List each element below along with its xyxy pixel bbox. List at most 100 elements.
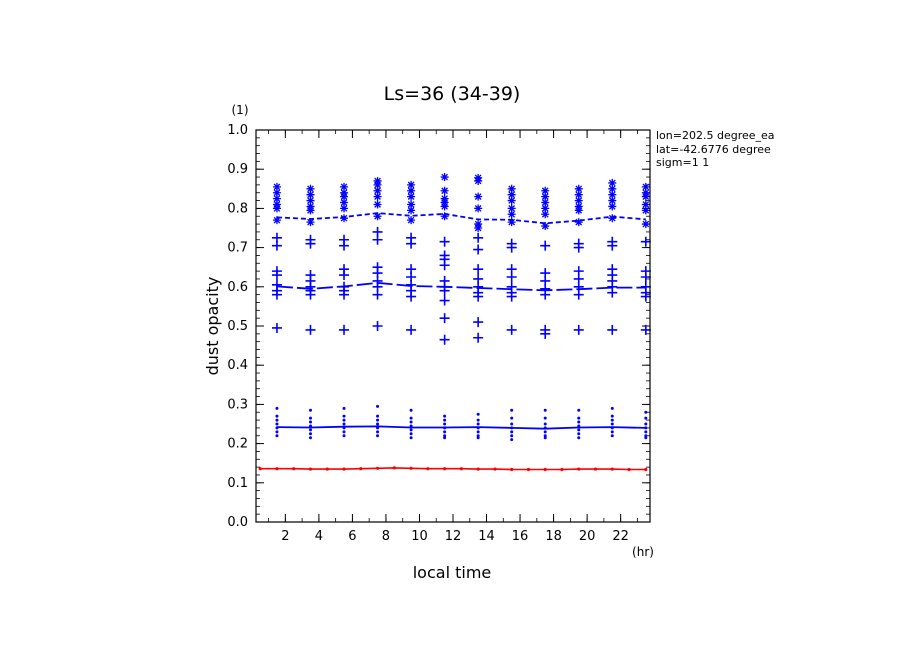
y-tick-label: 0.4 xyxy=(227,358,248,373)
x-tick-label: 14 xyxy=(478,529,495,544)
plus-marker xyxy=(439,313,450,324)
plus-marker xyxy=(271,322,282,333)
dot-marker xyxy=(610,430,614,434)
asterisk-marker xyxy=(407,180,416,189)
asterisk-marker xyxy=(373,212,382,221)
asterisk-marker xyxy=(407,186,416,195)
series-point xyxy=(526,467,531,472)
plus-marker xyxy=(607,324,618,335)
dot-marker xyxy=(409,428,413,432)
asterisk-marker xyxy=(574,190,583,199)
plus-marker xyxy=(506,242,517,253)
dot-marker xyxy=(275,406,279,410)
dot-marker xyxy=(443,430,447,434)
dot-marker xyxy=(342,418,346,422)
dot-marker xyxy=(275,430,279,434)
asterisk-marker xyxy=(608,190,617,199)
series-point xyxy=(443,467,447,471)
dot-marker xyxy=(577,420,581,424)
dot-marker xyxy=(476,418,480,422)
y-axis-label: dust opacity xyxy=(203,277,222,376)
plus-marker xyxy=(339,324,350,335)
plus-marker xyxy=(473,332,484,343)
plus-marker xyxy=(439,334,450,345)
asterisk-marker xyxy=(507,190,516,199)
x-tick-label: 4 xyxy=(315,529,323,544)
asterisk-marker xyxy=(608,196,617,205)
plus-marker xyxy=(339,240,350,251)
asterisk-marker xyxy=(272,204,281,213)
plot-data xyxy=(258,173,651,472)
asterisk-marker xyxy=(272,182,281,191)
asterisk-marker xyxy=(272,194,281,203)
dot-marker xyxy=(275,418,279,422)
asterisk-marker xyxy=(574,206,583,215)
x-tick-label: 12 xyxy=(445,529,462,544)
asterisk-marker xyxy=(440,212,449,221)
x-tick-label: 2 xyxy=(281,529,289,544)
dot-marker xyxy=(510,416,514,420)
x-tick-label: 10 xyxy=(411,529,428,544)
dot-marker xyxy=(644,422,648,426)
asterisk-marker xyxy=(641,192,650,201)
info-sigm: sigm=1 1 xyxy=(656,156,709,169)
y-tick-label: 0.3 xyxy=(227,397,248,412)
asterisk-marker xyxy=(306,218,315,227)
asterisk-marker xyxy=(373,200,382,209)
series-point xyxy=(627,467,631,472)
chart-title: Ls=36 (34-39) xyxy=(384,83,521,105)
asterisk-marker xyxy=(507,184,516,193)
plus-marker xyxy=(339,289,350,300)
plus-marker xyxy=(305,234,316,245)
series-point xyxy=(292,467,296,471)
dot-marker xyxy=(543,436,547,440)
series-point xyxy=(610,467,614,471)
series-line xyxy=(276,281,646,292)
dot-marker xyxy=(308,436,312,440)
asterisk-marker xyxy=(306,190,315,199)
asterisk-marker xyxy=(373,192,382,201)
series-point xyxy=(577,467,581,471)
dot-marker xyxy=(376,434,380,438)
plus-marker xyxy=(640,291,651,302)
series-point xyxy=(476,467,480,471)
dot-marker xyxy=(510,422,514,426)
x-tick-label: 18 xyxy=(545,529,562,544)
plus-marker xyxy=(573,242,584,253)
x-axis-label: local time xyxy=(413,563,492,582)
dot-marker xyxy=(342,414,346,418)
dot-marker xyxy=(376,422,380,426)
y-unit-label: (1) xyxy=(232,103,249,117)
dot-marker xyxy=(510,430,514,434)
plus-marker xyxy=(640,272,651,282)
asterisk-marker xyxy=(474,224,483,232)
dot-marker xyxy=(308,420,312,424)
dot-marker xyxy=(577,436,581,440)
dot-marker xyxy=(577,428,581,432)
series-point xyxy=(644,467,648,472)
dot-marker xyxy=(577,408,581,412)
y-tick-label: 0.5 xyxy=(227,319,248,334)
dot-marker xyxy=(308,408,312,412)
asterisk-marker xyxy=(574,196,583,205)
dot-marker xyxy=(376,418,380,422)
dot-marker xyxy=(409,436,413,440)
dot-marker xyxy=(476,412,480,416)
asterisk-marker xyxy=(608,178,617,187)
dot-marker xyxy=(510,408,514,412)
asterisk-marker xyxy=(272,188,281,197)
dot-marker xyxy=(577,432,581,436)
asterisk-marker xyxy=(541,222,550,231)
series-point xyxy=(510,467,514,472)
plus-marker xyxy=(473,244,484,255)
plus-marker xyxy=(506,291,517,302)
dot-marker xyxy=(610,418,614,422)
asterisk-marker xyxy=(340,198,349,207)
plot-frame xyxy=(255,129,651,523)
asterisk-marker xyxy=(507,218,516,227)
asterisk-marker xyxy=(541,204,550,213)
dot-marker xyxy=(476,436,480,440)
series-point xyxy=(342,467,346,471)
series-point xyxy=(325,467,329,471)
y-tick-label: 0.6 xyxy=(227,280,248,295)
